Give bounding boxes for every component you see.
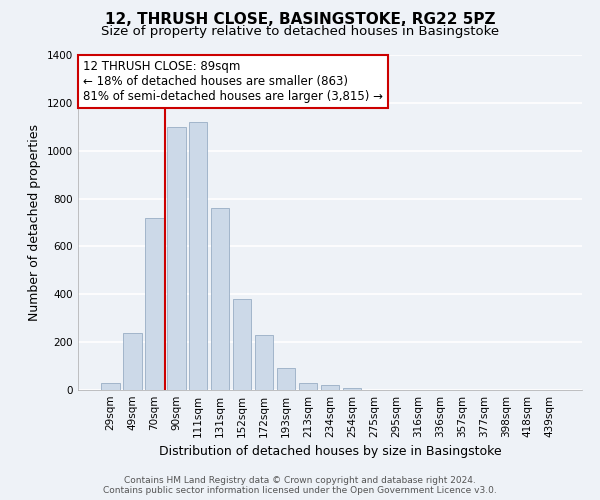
Bar: [145, 218, 164, 390]
Text: Size of property relative to detached houses in Basingstoke: Size of property relative to detached ho…: [101, 25, 499, 38]
Bar: [343, 388, 361, 390]
Bar: [189, 122, 208, 390]
Text: Contains HM Land Registry data © Crown copyright and database right 2024.
Contai: Contains HM Land Registry data © Crown c…: [103, 476, 497, 495]
Bar: [211, 208, 229, 390]
Text: 12 THRUSH CLOSE: 89sqm
← 18% of detached houses are smaller (863)
81% of semi-de: 12 THRUSH CLOSE: 89sqm ← 18% of detached…: [83, 60, 383, 103]
Bar: [277, 368, 295, 390]
Bar: [255, 335, 274, 390]
Text: 12, THRUSH CLOSE, BASINGSTOKE, RG22 5PZ: 12, THRUSH CLOSE, BASINGSTOKE, RG22 5PZ: [105, 12, 495, 28]
Bar: [299, 383, 317, 390]
Bar: [167, 127, 185, 390]
X-axis label: Distribution of detached houses by size in Basingstoke: Distribution of detached houses by size …: [158, 446, 502, 458]
Bar: [320, 385, 340, 390]
Y-axis label: Number of detached properties: Number of detached properties: [28, 124, 41, 321]
Bar: [233, 299, 251, 390]
Bar: [101, 383, 119, 390]
Bar: [123, 332, 142, 390]
